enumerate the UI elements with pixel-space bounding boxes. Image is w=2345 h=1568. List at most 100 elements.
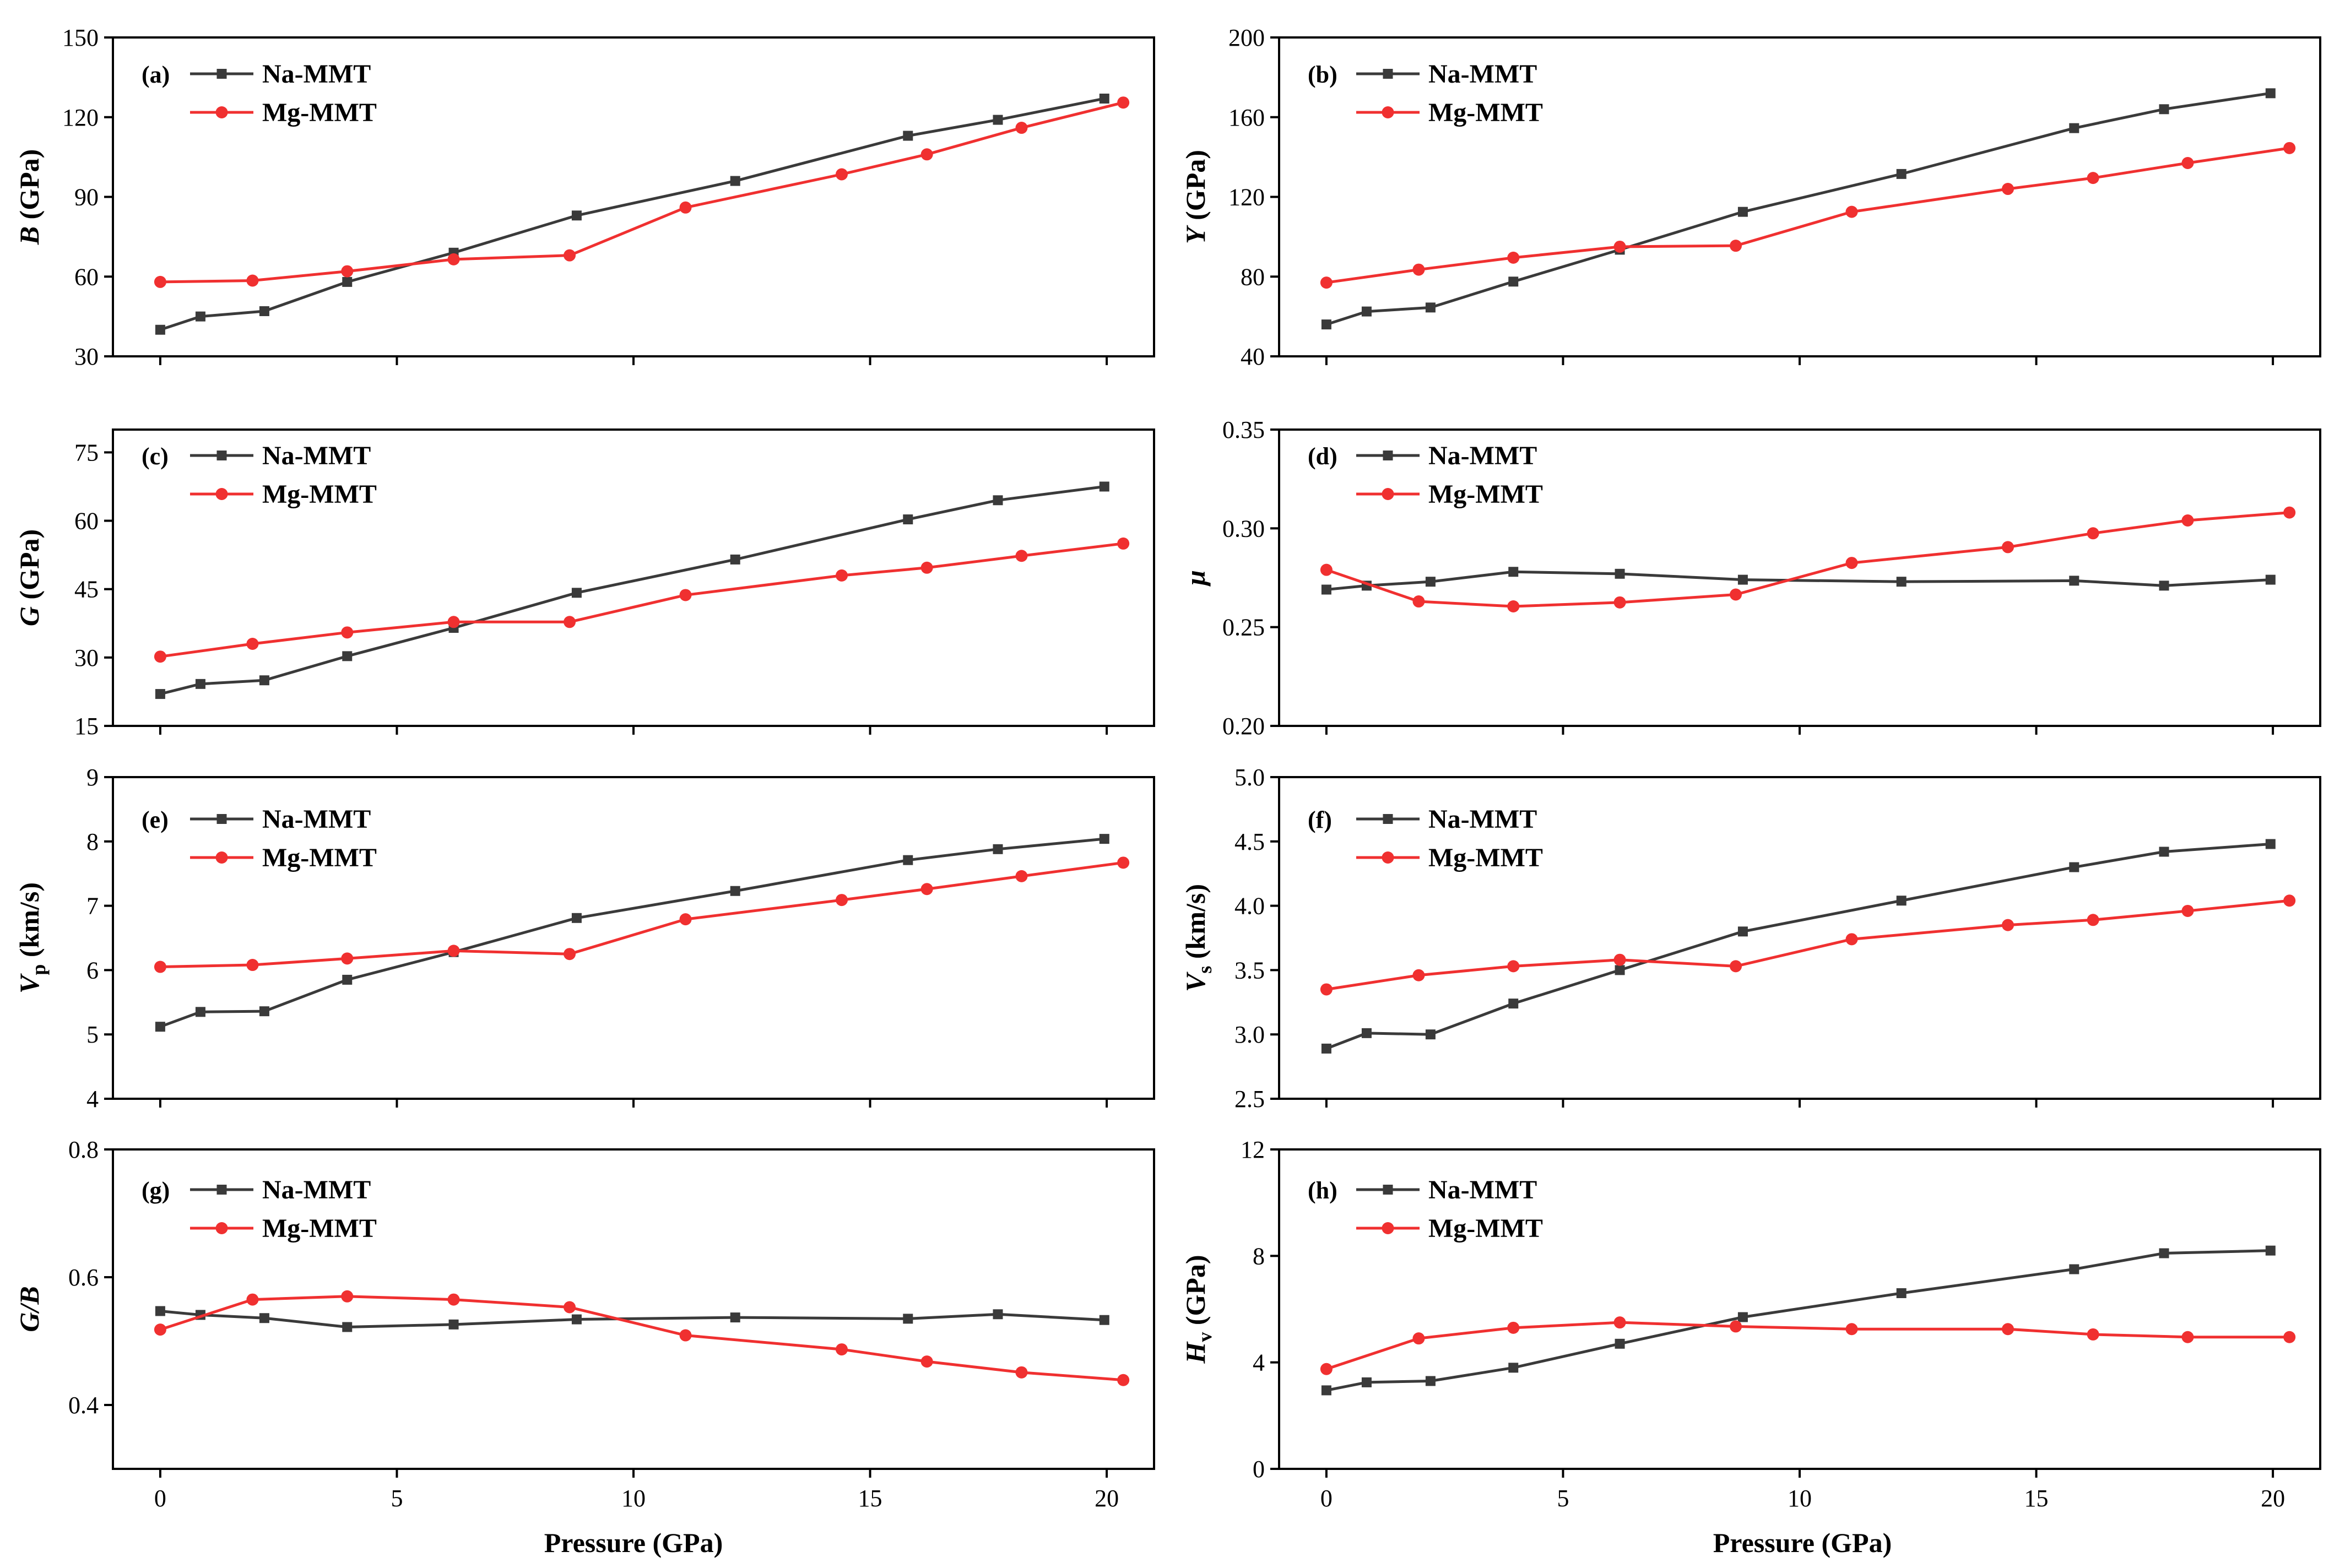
y-tick-label: 5.0	[1234, 764, 1265, 791]
data-point	[903, 1314, 913, 1324]
legend-marker	[216, 451, 227, 460]
y-tick-label: 8	[86, 828, 99, 855]
data-point	[1737, 926, 1748, 937]
y-axis-title: Hv (GPa)	[1180, 1255, 1216, 1364]
legend-label: Na-MMT	[262, 59, 371, 89]
series-mg-mmt	[154, 856, 1130, 973]
data-point	[571, 588, 582, 598]
data-point	[154, 650, 166, 663]
x-tick-label: 15	[858, 1485, 882, 1512]
series-line	[1326, 1321, 2290, 1371]
data-point	[1015, 870, 1028, 882]
data-point	[155, 324, 165, 335]
series-line	[1326, 842, 2271, 1050]
x-tick-label: 20	[2261, 1485, 2285, 1512]
data-point	[1321, 1385, 1331, 1396]
y-tick-label: 45	[74, 576, 99, 603]
data-point	[246, 274, 259, 287]
series-line	[160, 542, 1124, 658]
y-axis-title: Vp (km/s)	[14, 882, 50, 994]
data-point	[1896, 577, 1907, 587]
data-point	[155, 1306, 165, 1316]
data-point	[155, 1022, 165, 1032]
data-point	[993, 115, 1003, 125]
series-na-mmt	[155, 481, 1109, 699]
legend-label: Na-MMT	[262, 1175, 371, 1205]
legend-marker	[1383, 69, 1393, 79]
y-tick-label: 0.8	[68, 1136, 99, 1163]
series-line	[1326, 147, 2290, 284]
panel-a: 30 60 90 120 150 B (GPa) (a) Na-MMT Mg-MMT	[14, 24, 1155, 370]
data-point	[2002, 1323, 2014, 1336]
data-point	[564, 249, 576, 262]
legend-marker	[1382, 488, 1394, 500]
data-point	[195, 1007, 205, 1017]
y-axis-unit: (km/s)	[1180, 884, 1211, 966]
data-point	[447, 1293, 460, 1306]
data-point	[2181, 1331, 2194, 1343]
x-tick-label: 15	[2024, 1485, 2049, 1512]
y-axis-title: G (GPa)	[14, 529, 45, 626]
series-line	[1326, 570, 2271, 592]
data-point	[1845, 1323, 1858, 1336]
data-point	[1320, 563, 1333, 576]
series-line	[160, 485, 1105, 696]
y-tick-label: 3.0	[1234, 1021, 1265, 1048]
data-point	[154, 1323, 166, 1336]
panel-f: 2.5 3.0 3.5 4.0 4.5 5.0 Vs (km/s) (f) Na-MMT Mg-M…	[1180, 764, 2321, 1113]
data-point	[2283, 506, 2296, 519]
series-mg-mmt	[1320, 142, 2296, 289]
data-point	[1613, 240, 1626, 253]
y-axis-unit: (GPa)	[14, 149, 45, 226]
y-tick-label: 5	[86, 1021, 99, 1048]
legend-label: Mg-MMT	[1428, 843, 1543, 872]
data-point	[2087, 1328, 2099, 1341]
data-point	[154, 961, 166, 973]
y-tick-label: 75	[74, 439, 99, 466]
data-point	[1845, 933, 1858, 946]
data-point	[1425, 577, 1436, 587]
data-point	[1412, 1332, 1425, 1345]
panel-e: 4 5 6 7 8 9 Vp (km/s) (e) Na-MMT Mg-MMT	[14, 764, 1155, 1113]
data-point	[1615, 965, 1625, 975]
legend-marker	[1382, 1222, 1394, 1234]
data-point	[1613, 596, 1626, 609]
data-point	[1015, 122, 1028, 134]
legend-label: Mg-MMT	[262, 480, 377, 509]
data-point	[1508, 276, 1519, 287]
y-axis-subscript: p	[28, 964, 50, 975]
data-point	[1730, 240, 1742, 252]
data-point	[1361, 306, 1372, 317]
data-point	[564, 948, 576, 961]
data-point	[2265, 88, 2276, 99]
series-na-mmt	[155, 1306, 1109, 1332]
data-point	[1613, 953, 1626, 966]
data-point	[1896, 1288, 1907, 1298]
legend-label: Na-MMT	[1428, 805, 1537, 834]
data-point	[920, 148, 933, 161]
data-point	[564, 616, 576, 628]
y-tick-label: 30	[74, 644, 99, 671]
data-point	[155, 689, 165, 699]
data-point	[1320, 276, 1333, 289]
y-axis-symbol: V	[1180, 972, 1211, 992]
data-point	[1737, 1312, 1748, 1322]
data-point	[2087, 527, 2099, 540]
x-tick-label: 5	[391, 1485, 403, 1512]
y-tick-label: 8	[1253, 1243, 1265, 1269]
series-mg-mmt	[154, 537, 1130, 663]
data-point	[920, 1355, 933, 1368]
data-point	[259, 1313, 269, 1323]
data-point	[1412, 263, 1425, 276]
data-point	[1117, 1374, 1130, 1386]
y-tick-label: 4	[86, 1086, 99, 1113]
data-point	[1321, 319, 1331, 330]
data-point	[730, 1312, 740, 1323]
data-point	[447, 616, 460, 628]
legend-label: Na-MMT	[1428, 1175, 1537, 1205]
data-point	[2181, 156, 2194, 169]
y-axis-subscript: v	[1194, 1332, 1216, 1342]
data-point	[1099, 834, 1109, 844]
